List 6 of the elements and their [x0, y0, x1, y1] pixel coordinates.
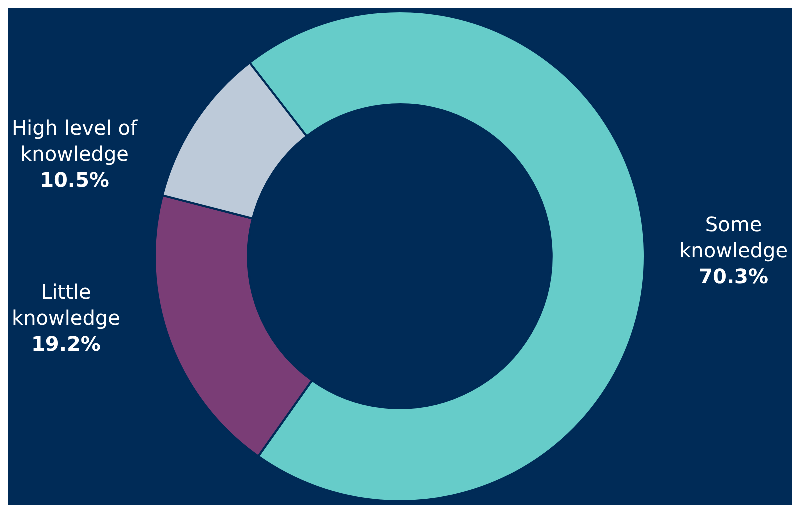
- slice-label: Little knowledge: [12, 280, 120, 330]
- data-label: 10.5%: [40, 168, 110, 192]
- slice-label: High level of knowledge: [12, 116, 138, 166]
- slice-label: Some knowledge: [680, 212, 788, 263]
- data-label: 70.3%: [699, 264, 768, 289]
- data-label: 19.2%: [32, 332, 101, 356]
